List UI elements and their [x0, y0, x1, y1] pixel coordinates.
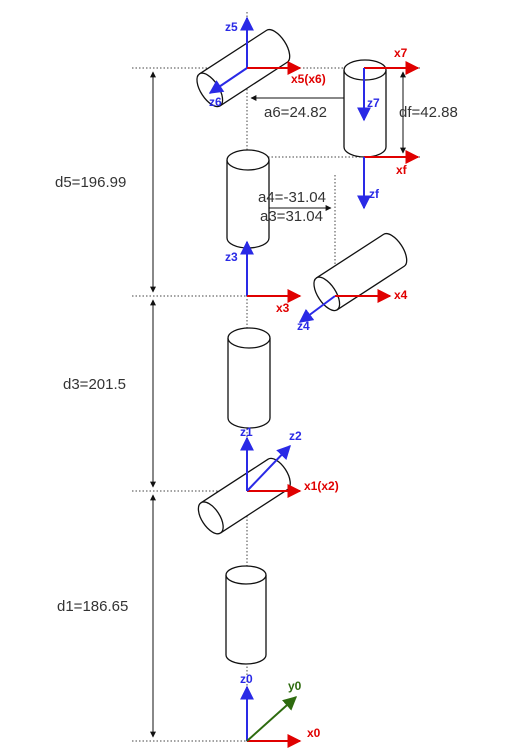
dim-a3: a3=31.04	[260, 208, 323, 225]
cylinder-joint2	[197, 457, 291, 535]
dim-d5: d5=196.99	[55, 174, 126, 191]
label-x7: x7	[394, 46, 408, 60]
label-z4: z4	[297, 319, 310, 333]
label-zf: zf	[369, 187, 380, 201]
axis-labels: z0 y0 x0 z1 z2 x1(x2) z3 x3 z4 x4 z5 x5(…	[209, 20, 408, 740]
cylinder-joint1	[225, 565, 267, 665]
cylinder-joint3	[227, 327, 271, 429]
label-x1: x1(x2)	[304, 479, 339, 493]
label-z2: z2	[289, 429, 302, 443]
label-z5: z5	[225, 20, 238, 34]
dim-a4: a4=-31.04	[258, 189, 326, 206]
label-z3: z3	[225, 250, 238, 264]
label-x0: x0	[307, 726, 321, 740]
dim-a6: a6=24.82	[264, 104, 327, 121]
dimension-arrows	[150, 71, 406, 738]
label-x4: x4	[394, 288, 408, 302]
label-z7: z7	[367, 96, 380, 110]
label-xf: xf	[396, 163, 408, 177]
y0-axis	[246, 696, 298, 742]
dimension-labels: d5=196.99 d3=201.5 d1=186.65 a6=24.82 df…	[55, 104, 458, 615]
z6-axis	[208, 67, 248, 94]
cylinder-joint4	[313, 233, 408, 312]
z2-axis	[246, 444, 291, 492]
level-guides	[132, 67, 420, 742]
joint-cylinders	[196, 29, 408, 665]
label-x5: x5(x6)	[291, 72, 326, 86]
dim-d1: d1=186.65	[57, 598, 128, 615]
cylinder-joint5	[226, 149, 270, 249]
dim-df: df=42.88	[399, 104, 458, 121]
z4-axis	[298, 295, 336, 323]
label-z6: z6	[209, 95, 222, 109]
dim-d3: d3=201.5	[63, 376, 126, 393]
label-z0: z0	[240, 672, 253, 686]
label-z1: z1	[240, 425, 253, 439]
label-x3: x3	[276, 301, 290, 315]
frame-axes	[208, 16, 420, 748]
label-y0: y0	[288, 679, 302, 693]
